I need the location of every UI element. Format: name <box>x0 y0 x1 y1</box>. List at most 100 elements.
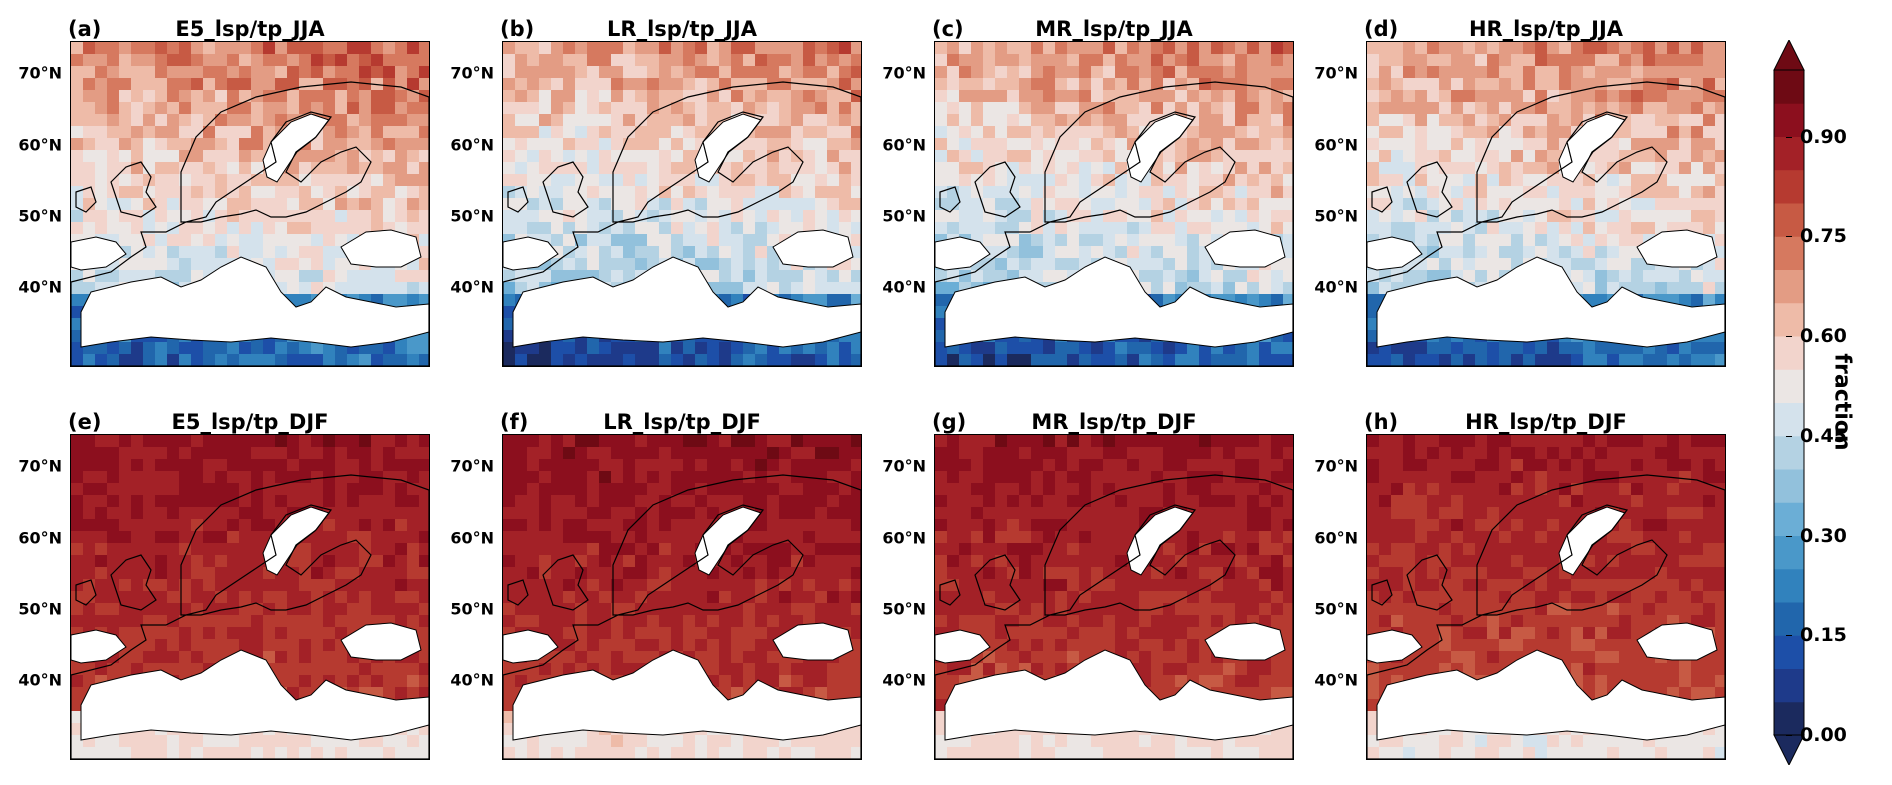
panel-title: LR_lsp/tp_DJF <box>603 410 761 434</box>
panel-title: LR_lsp/tp_JJA <box>607 17 757 41</box>
colorbar-tick-label: 0.15 <box>1800 624 1847 647</box>
latitude-label: 70°N <box>450 456 494 476</box>
coastline <box>542 554 589 611</box>
colorbar-level <box>1774 236 1804 270</box>
coastline <box>939 186 961 213</box>
colorbar-level <box>1774 701 1804 736</box>
latitude-label: 40°N <box>450 670 494 690</box>
colorbar-tick-mark <box>1786 136 1792 138</box>
coastline <box>935 81 1293 366</box>
sea-area <box>1367 236 1423 271</box>
colorbar-tick-mark <box>1786 535 1792 537</box>
coastline <box>542 161 589 218</box>
latitude-label: 60°N <box>1314 135 1358 155</box>
colorbar-tick-label: 0.75 <box>1800 225 1847 248</box>
coastline <box>110 161 157 218</box>
panel-label: (f) <box>500 410 529 434</box>
map-frame <box>502 41 862 367</box>
map-frame <box>70 41 430 367</box>
latitude-label: 40°N <box>1314 277 1358 297</box>
latitude-label: 60°N <box>18 135 62 155</box>
latitude-label: 40°N <box>882 277 926 297</box>
latitude-label: 50°N <box>1314 206 1358 226</box>
sea-area <box>935 629 991 664</box>
coastline <box>507 579 529 606</box>
latitude-label: 70°N <box>1314 63 1358 83</box>
colorbar-level <box>1774 70 1804 104</box>
panel-title: E5_lsp/tp_DJF <box>171 410 329 434</box>
colorbar-level <box>1774 203 1804 237</box>
panel-label: (c) <box>932 17 964 41</box>
colorbar-level <box>1774 602 1804 636</box>
colorbar-tick-label: 0.00 <box>1800 724 1847 746</box>
latitude-label: 70°N <box>18 456 62 476</box>
fraction-field <box>71 42 429 366</box>
map-panel: (a) E5_lsp/tp_JJA 70°N 60°N 50°N 40°N <box>18 17 430 367</box>
latitude-label: 60°N <box>450 135 494 155</box>
latitude-label: 70°N <box>882 456 926 476</box>
sea-area <box>1376 256 1725 348</box>
colorbar-level <box>1774 668 1804 703</box>
latitude-label: 50°N <box>18 206 62 226</box>
panel-label: (g) <box>932 410 967 434</box>
coastline <box>935 474 1293 759</box>
latitude-label: 50°N <box>450 599 494 619</box>
latitude-label: 40°N <box>18 670 62 690</box>
fraction-field <box>71 435 429 759</box>
colorbar-level <box>1774 136 1804 171</box>
colorbar-level <box>1774 269 1804 304</box>
coastline <box>974 161 1021 218</box>
sea-area <box>772 229 854 268</box>
sea-area <box>80 649 429 741</box>
sea-area <box>80 256 429 348</box>
panel-title: HR_lsp/tp_DJF <box>1465 410 1627 434</box>
fraction-field <box>503 42 861 366</box>
sea-area <box>512 649 861 741</box>
colorbar-level <box>1774 502 1804 536</box>
coastline <box>71 81 429 366</box>
latitude-label: 40°N <box>450 277 494 297</box>
panel-title: HR_lsp/tp_JJA <box>1468 17 1624 41</box>
sea-area <box>71 629 127 664</box>
fraction-field <box>935 42 1293 366</box>
sea-area <box>503 629 559 664</box>
sea-area <box>1376 649 1725 741</box>
colorbar-tick-mark <box>1786 336 1792 337</box>
latitude-label: 70°N <box>450 63 494 83</box>
colorbar-level <box>1774 369 1804 403</box>
fraction-field <box>503 435 861 759</box>
colorbar-tick-label: 0.60 <box>1800 325 1847 347</box>
latitude-label: 50°N <box>1314 599 1358 619</box>
map-panel: (b) LR_lsp/tp_JJA 70°N 60°N 50°N 40°N <box>450 17 862 367</box>
latitude-label: 50°N <box>882 599 926 619</box>
latitude-label: 50°N <box>450 206 494 226</box>
latitude-label: 70°N <box>1314 456 1358 476</box>
map-frame <box>502 434 862 760</box>
coastline <box>1406 554 1453 611</box>
coastline <box>1367 81 1725 366</box>
panel-label: (e) <box>68 410 102 434</box>
coastline <box>1406 161 1453 218</box>
coastline <box>110 554 157 611</box>
map-panel: (g) MR_lsp/tp_DJF 70°N 60°N 50°N 40°N <box>882 410 1294 760</box>
colorbar-extend-max <box>1773 40 1805 71</box>
sea-area <box>71 236 127 271</box>
map-frame <box>934 434 1294 760</box>
panel-label: (b) <box>500 17 535 41</box>
colorbar-tick-label: 0.90 <box>1800 125 1847 148</box>
coastline <box>503 81 861 366</box>
colorbar-level <box>1774 568 1804 603</box>
latitude-label: 60°N <box>882 528 926 548</box>
colorbar-level <box>1774 169 1804 204</box>
panel-label: (a) <box>68 17 102 41</box>
panel-title: MR_lsp/tp_DJF <box>1031 410 1197 434</box>
sea-area <box>1367 629 1423 664</box>
colorbar <box>1773 40 1805 765</box>
sea-area <box>935 236 991 271</box>
colorbar-tick-label: 0.30 <box>1800 524 1847 547</box>
colorbar-label: fraction <box>1829 353 1855 451</box>
latitude-label: 40°N <box>18 277 62 297</box>
colorbar-tick-mark <box>1786 735 1792 736</box>
coastline <box>1371 579 1393 606</box>
